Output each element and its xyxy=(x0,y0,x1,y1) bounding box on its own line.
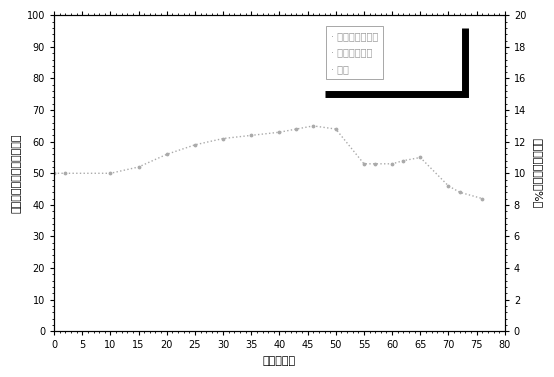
Y-axis label: 变压器绕组温度（摄氏度）: 变压器绕组温度（摄氏度） xyxy=(11,133,21,213)
X-axis label: 时间（分）: 时间（分） xyxy=(263,356,296,366)
Text: · 变压器绕组温度
· 老化寿命损失
· 效果: · 变压器绕组温度 · 老化寿命损失 · 效果 xyxy=(331,31,378,74)
Y-axis label: 老龄化寿命损失（%）: 老龄化寿命损失（%） xyxy=(533,138,543,208)
